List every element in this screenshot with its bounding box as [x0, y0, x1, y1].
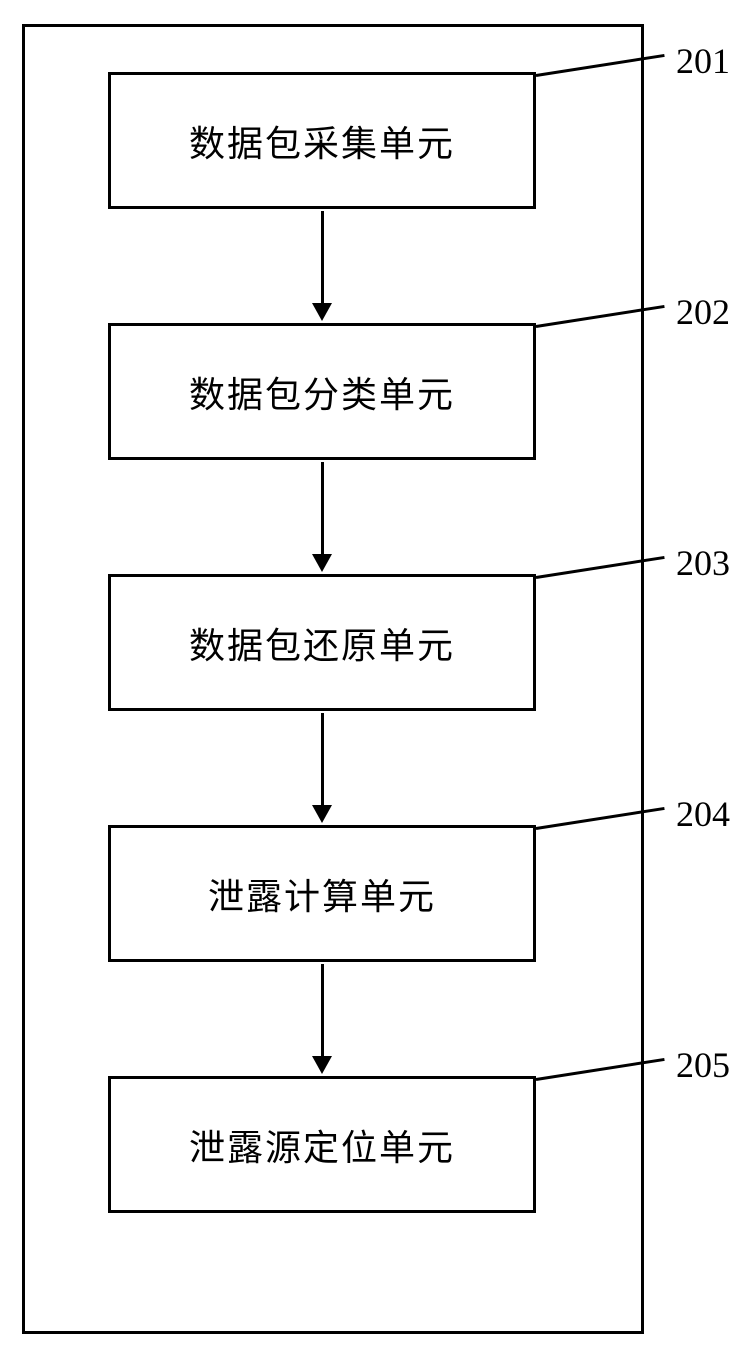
flowchart-arrow: [312, 964, 332, 1074]
arrow-line: [321, 462, 324, 554]
arrow-line: [321, 713, 324, 805]
arrow-line: [321, 211, 324, 303]
annotation-label-204: 204: [676, 793, 730, 835]
annotation-label-201: 201: [676, 40, 730, 82]
flowchart-arrow: [312, 462, 332, 572]
flowchart-arrow: [312, 713, 332, 823]
arrow-head-icon: [312, 1056, 332, 1074]
flowchart-box-n1: 数据包采集单元: [108, 72, 536, 209]
annotation-label-202: 202: [676, 291, 730, 333]
flowchart-arrow: [312, 211, 332, 321]
annotation-label-205: 205: [676, 1044, 730, 1086]
annotation-label-203: 203: [676, 542, 730, 584]
arrow-head-icon: [312, 805, 332, 823]
flowchart-box-n5: 泄露源定位单元: [108, 1076, 536, 1213]
arrow-line: [321, 964, 324, 1056]
flowchart-box-label: 泄露计算单元: [208, 868, 436, 920]
flowchart-box-label: 数据包采集单元: [189, 115, 455, 167]
flowchart-box-label: 泄露源定位单元: [189, 1119, 455, 1171]
flowchart-box-label: 数据包还原单元: [189, 617, 455, 669]
arrow-head-icon: [312, 554, 332, 572]
flowchart-box-n3: 数据包还原单元: [108, 574, 536, 711]
flowchart-box-n2: 数据包分类单元: [108, 323, 536, 460]
arrow-head-icon: [312, 303, 332, 321]
flowchart-box-n4: 泄露计算单元: [108, 825, 536, 962]
flowchart-box-label: 数据包分类单元: [189, 366, 455, 418]
